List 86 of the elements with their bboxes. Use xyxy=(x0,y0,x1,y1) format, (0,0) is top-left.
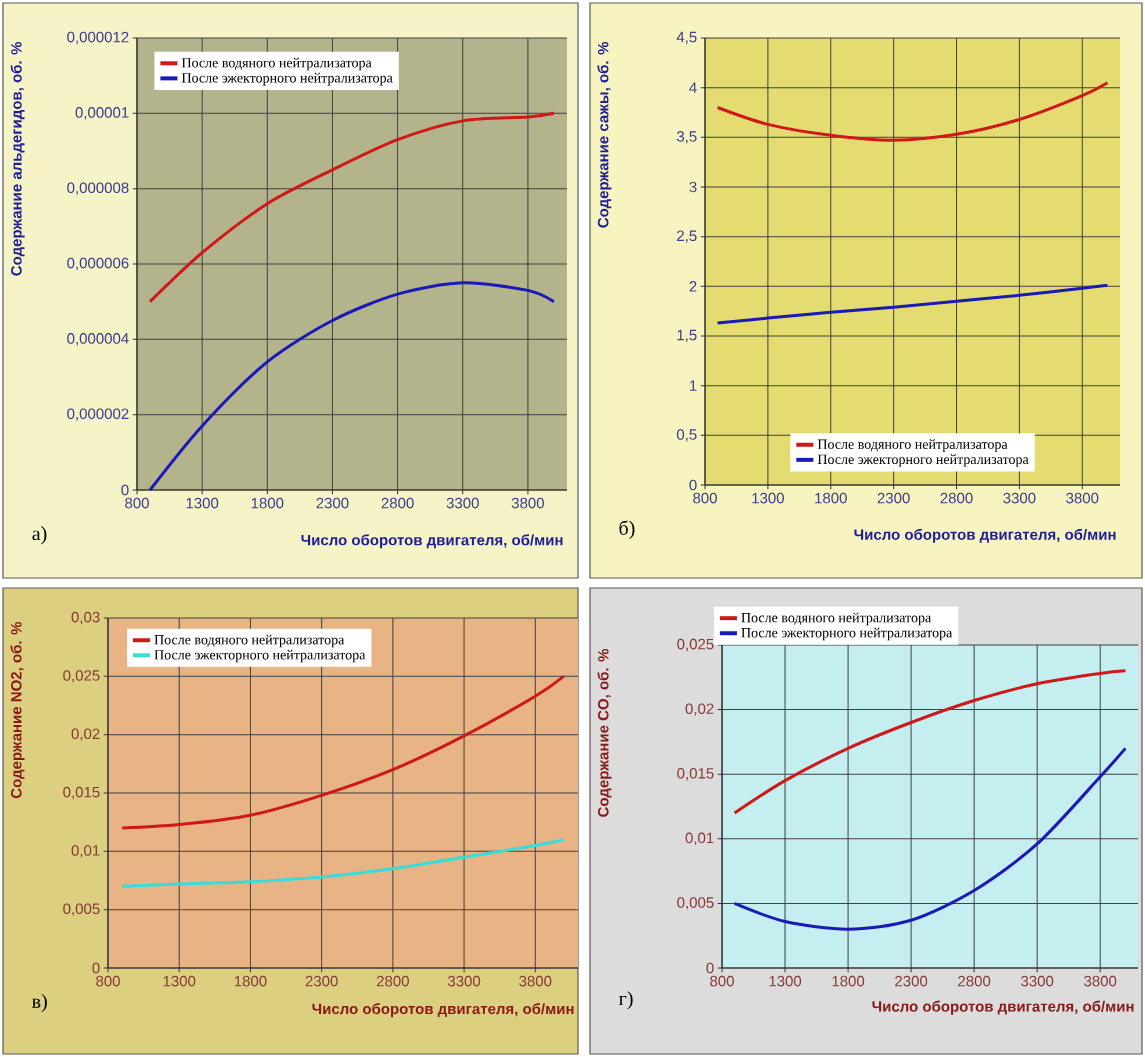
text: а) xyxy=(32,526,47,545)
y-tick-label: 0 xyxy=(689,479,697,491)
x-tick-label: 2300 xyxy=(895,975,928,987)
line-series xyxy=(148,111,556,304)
legend-label: После водяного нейтрализатора xyxy=(181,57,372,71)
y-tick-label: 0 xyxy=(121,484,129,496)
x-tick-label: 1800 xyxy=(234,975,267,987)
text: г) xyxy=(618,991,633,1010)
x-tick-label: 800 xyxy=(710,975,734,987)
x-tick-label: 1800 xyxy=(832,975,865,987)
text: б) xyxy=(619,520,635,539)
line-series xyxy=(120,838,566,888)
y-tick-label: 0,000006 xyxy=(67,257,129,271)
x-axis-title: Число оборотов двигателя, об/мин xyxy=(872,1000,1134,1015)
x-tick-label: 3300 xyxy=(1003,492,1036,504)
line-series xyxy=(716,283,1109,325)
y-tick-label: 2,5 xyxy=(677,230,697,243)
y-axis-title: Содержание CO, об. % xyxy=(597,648,612,817)
y-axis-title: Содержание сажы, об. % xyxy=(597,41,612,228)
y-tick-label: 0,02 xyxy=(685,703,714,716)
y-tick-label: 0,03 xyxy=(71,611,100,625)
x-axis-title: Число оборотов двигателя, об/мин xyxy=(854,528,1116,543)
x-tick-label: 2800 xyxy=(381,497,414,509)
x-tick-label: 2800 xyxy=(940,492,973,504)
x-tick-label: 3800 xyxy=(1084,975,1117,987)
line-series xyxy=(716,81,1109,142)
x-tick-label: 3300 xyxy=(446,497,479,509)
y-tick-label: 0,005 xyxy=(677,897,714,910)
y-tick-label: 0 xyxy=(706,962,714,974)
y-tick-label: 0,01 xyxy=(685,832,714,845)
y-tick-label: 0,000002 xyxy=(67,408,129,421)
y-tick-label: 0,000012 xyxy=(67,31,129,45)
y-tick-label: 0,01 xyxy=(71,845,100,858)
legend-label: После эжекторного нейтрализатора xyxy=(817,454,1029,467)
x-tick-label: 2800 xyxy=(958,975,991,987)
legend-label: После водяного нейтрализатора xyxy=(741,612,932,626)
x-tick-label: 800 xyxy=(125,497,149,509)
x-tick-label: 3300 xyxy=(1021,975,1054,987)
x-tick-label: 1300 xyxy=(769,975,802,987)
legend-label: После эжекторного нейтрализатора xyxy=(181,72,393,86)
x-axis-title: Число оборотов двигателя, об/мин xyxy=(312,1003,574,1018)
y-tick-label: 1,5 xyxy=(677,329,697,343)
x-tick-label: 2300 xyxy=(316,497,349,509)
y-tick-label: 0 xyxy=(92,962,100,974)
x-tick-label: 800 xyxy=(96,975,120,987)
y-tick-label: 3,5 xyxy=(676,131,697,144)
x-tick-label: 2800 xyxy=(376,975,409,987)
x-tick-label: 1300 xyxy=(752,492,784,504)
line-series xyxy=(120,674,566,830)
y-axis-title: Содержание NO2, об. % xyxy=(10,621,25,799)
y-tick-label: 0,025 xyxy=(63,670,100,683)
x-tick-label: 2300 xyxy=(305,975,338,987)
line-series xyxy=(733,746,1127,931)
y-tick-label: 3 xyxy=(689,181,697,193)
y-axis-title: Содержание альдегидов, об. % xyxy=(10,41,25,276)
y-tick-label: 0,5 xyxy=(676,429,697,442)
y-tick-label: 1 xyxy=(690,380,697,391)
x-tick-label: 3800 xyxy=(1066,492,1099,504)
x-tick-label: 3300 xyxy=(447,975,481,987)
y-tick-label: 0,000004 xyxy=(67,333,129,346)
x-tick-label: 3800 xyxy=(511,497,544,509)
x-tick-label: 1300 xyxy=(163,975,196,987)
y-tick-label: 0,015 xyxy=(63,786,100,800)
line-series xyxy=(733,669,1127,815)
y-tick-label: 0,025 xyxy=(677,638,714,652)
legend-label: После эжекторного нейтрализатора xyxy=(154,649,366,663)
y-tick-label: 2 xyxy=(689,281,697,292)
x-tick-label: 1800 xyxy=(815,492,847,504)
text: в) xyxy=(31,993,47,1013)
y-tick-label: 0,000008 xyxy=(67,182,129,195)
x-tick-label: 1300 xyxy=(186,497,219,509)
x-tick-label: 2300 xyxy=(877,492,910,504)
line-series xyxy=(148,281,556,492)
y-tick-label: 0,015 xyxy=(677,768,714,781)
y-tick-label: 0,005 xyxy=(63,903,100,916)
x-axis-title: Число оборотов двигателя, об/мин xyxy=(301,534,563,549)
y-tick-label: 4,5 xyxy=(676,31,697,45)
x-tick-label: 800 xyxy=(693,492,717,504)
y-tick-label: 4 xyxy=(689,82,697,93)
y-tick-label: 0,00001 xyxy=(75,107,129,120)
legend-label: После эжекторного нейтрализатора xyxy=(741,627,953,641)
x-tick-label: 3800 xyxy=(519,975,552,987)
legend-label: После водяного нейтрализатора xyxy=(817,439,1008,452)
legend-label: После водяного нейтрализатора xyxy=(154,634,345,648)
y-tick-label: 0,02 xyxy=(71,728,100,741)
x-tick-label: 1800 xyxy=(251,497,284,509)
